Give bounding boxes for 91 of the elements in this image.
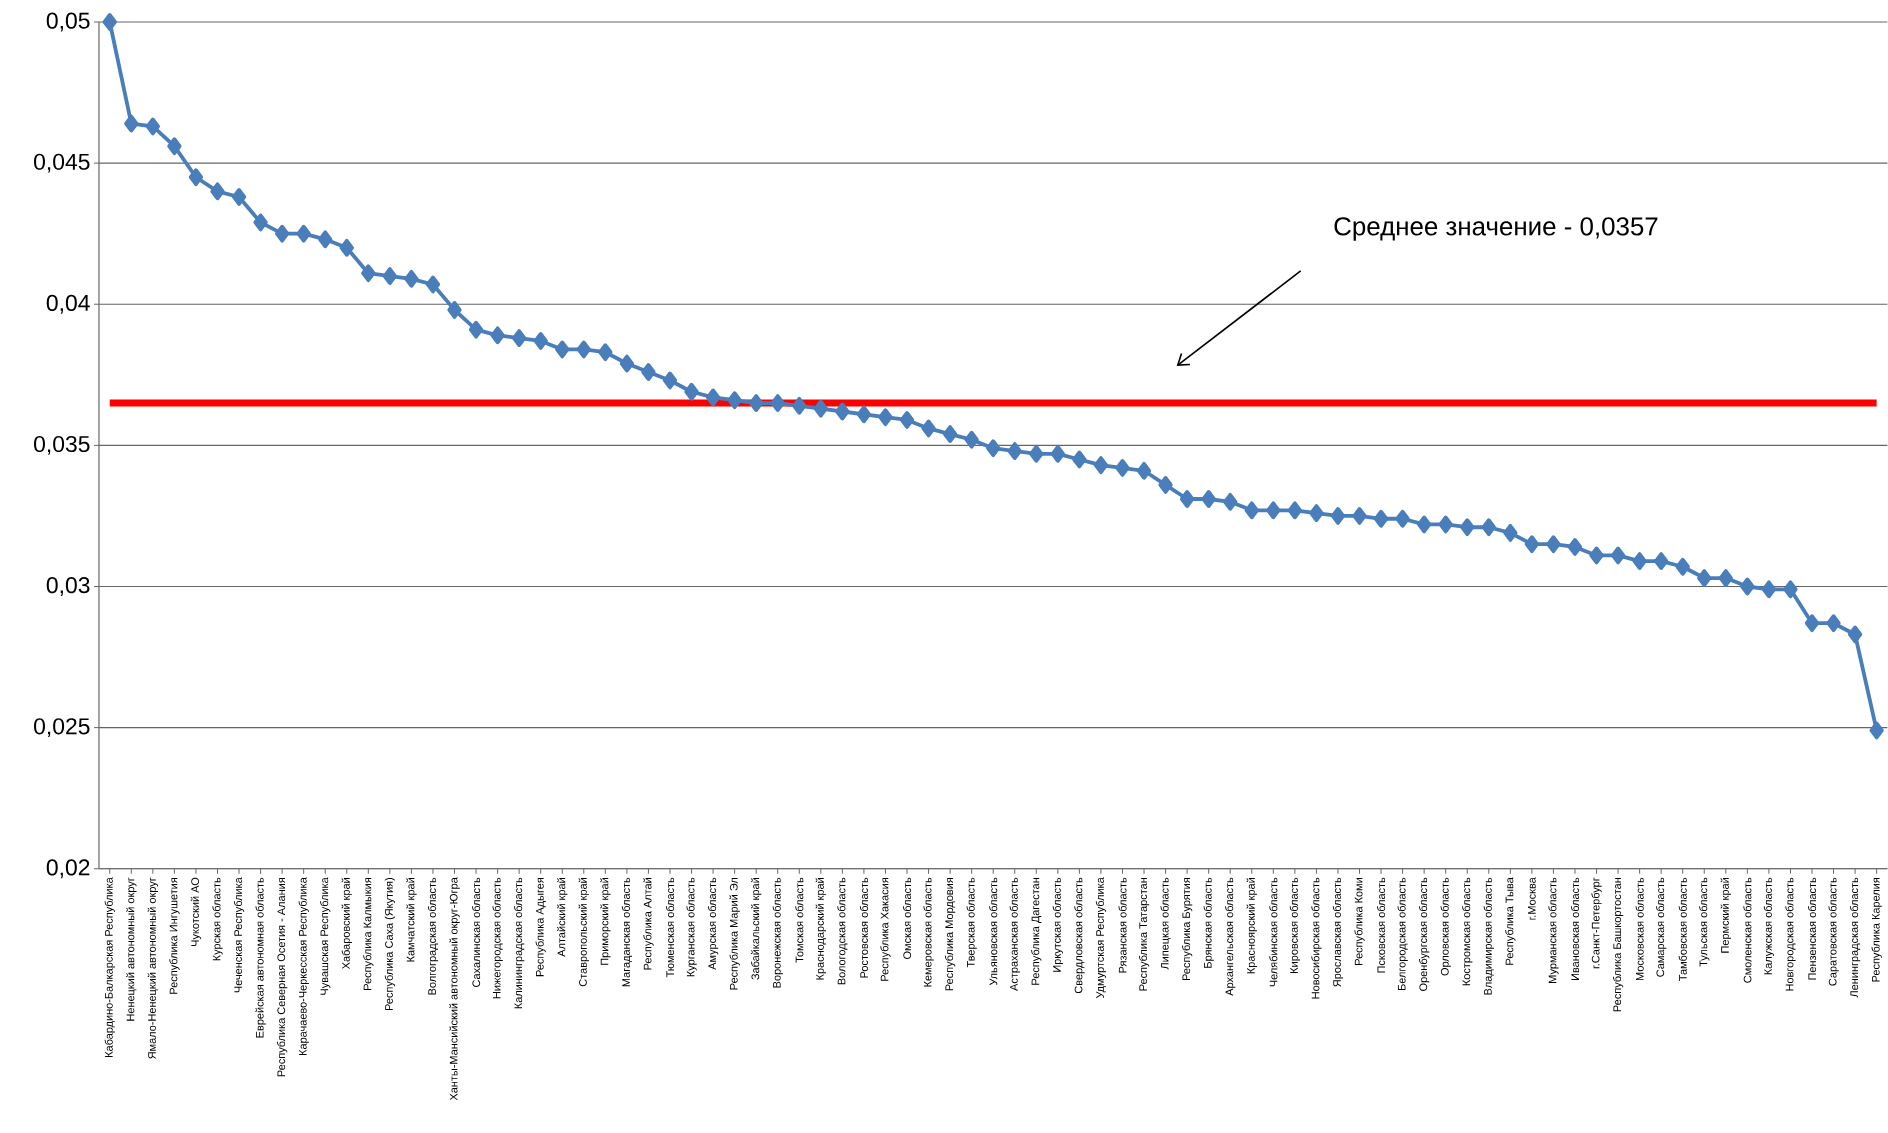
x-tick-label: Омская область: [902, 877, 912, 960]
y-tick-label: 0,025: [34, 718, 90, 738]
x-tick-label: Пензенская область: [1807, 877, 1817, 980]
x-tick-label: Республика Коми: [1354, 878, 1365, 966]
x-tick-label: Республика Алтай: [643, 878, 654, 970]
x-tick-label: Воронежская область: [772, 877, 783, 988]
x-tick-label: Ленинградская область: [1849, 877, 1861, 998]
x-tick-label: Липецкая область: [1160, 877, 1171, 970]
x-tick-label: Чувашская Республика: [320, 877, 331, 995]
y-tick-label: 0,035: [34, 436, 90, 455]
x-tick-label: Чеченская Республика: [233, 877, 245, 993]
x-tick-label: Ненецкий автономный округ: [126, 877, 137, 1021]
x-tick-label: Нижегородская область: [492, 877, 503, 999]
x-tick-label: Самарская область: [1656, 877, 1667, 977]
x-tick-label: Калужская область: [1763, 877, 1775, 975]
x-tick-label: Смоленская область: [1743, 877, 1752, 983]
x-tick-label: Кировская область: [1289, 877, 1301, 974]
y-tick-label: 0,03: [46, 577, 90, 597]
x-tick-label: Красноярский край: [1246, 878, 1257, 974]
x-tick-label: Краснодарский край: [815, 878, 827, 980]
x-tick-label: Псковская область: [1376, 877, 1386, 973]
x-tick-label: Ульяновская область: [989, 877, 998, 986]
x-tick-label: Республика Северная Осетия - Алания: [276, 878, 288, 1077]
y-tick-label: 0,02: [46, 859, 90, 879]
x-tick-label: Республика Бурятия: [1181, 878, 1193, 981]
x-tick-label: Владимирская область: [1483, 877, 1494, 995]
x-tick-label: Чукотский АО: [190, 877, 202, 947]
y-tick-label: 0,04: [46, 294, 90, 314]
x-tick-label: Республика Марий Эл: [729, 878, 740, 990]
x-tick-label: Волгоградская область: [427, 877, 439, 995]
y-tick-label: 0,05: [46, 12, 90, 32]
x-tick-label: Рязанская область: [1118, 877, 1127, 973]
x-tick-label: Курская область: [212, 877, 223, 961]
x-tick-label: Тамбовская область: [1678, 877, 1687, 982]
x-tick-label: Хабаровский край: [341, 878, 352, 970]
x-tick-label: Республика Башкортостан: [1612, 878, 1624, 1012]
x-tick-label: Тюменская область: [665, 877, 675, 978]
x-tick-label: г.Москва: [1528, 877, 1536, 920]
x-tick-label: Республика Мордовия: [944, 878, 956, 991]
x-tick-label: Республика Татарстан: [1138, 878, 1150, 991]
x-tick-label: Ямало-Ненецкий автономный округ: [147, 877, 159, 1059]
x-tick-label: Челябинская область: [1269, 877, 1278, 987]
x-tick-label: Новосибирская область: [1311, 877, 1322, 999]
x-tick-label: Белгородская область: [1397, 877, 1408, 991]
x-tick-label: Удмуртская Республика: [1095, 877, 1107, 999]
x-tick-label: Ивановская область: [1570, 877, 1580, 981]
x-tick-label: Республика Ингушетия: [169, 878, 180, 994]
x-tick-label: Ханты-Мансийский автономный округ-Югра: [449, 877, 460, 1101]
x-tick-label: Ставропольский край: [578, 878, 589, 987]
x-tick-label: Карачаево-Черкесская Республика: [298, 877, 309, 1056]
x-tick-label: Республика Саха (Якутия): [384, 878, 396, 1011]
x-tick-label: Вологодская область: [837, 877, 848, 985]
x-tick-label: г.Санкт-Петербург: [1591, 877, 1602, 969]
x-tick-label: Иркутская область: [1052, 877, 1063, 972]
x-tick-label: Астраханская область: [1009, 877, 1020, 992]
x-tick-label: Амурская область: [707, 877, 719, 970]
x-tick-label: Саратовская область: [1828, 877, 1839, 986]
x-tick-label: Костромская область: [1462, 877, 1473, 986]
x-tick-label: Алтайский край: [557, 878, 568, 957]
x-tick-label: Калининградская область: [514, 877, 525, 1009]
x-tick-label: Кабардино-Балкарская Республика: [104, 877, 115, 1058]
x-tick-label: Ростовская область: [859, 877, 868, 978]
x-tick-label: Республика Адыгея: [535, 878, 546, 977]
x-tick-label: Кемеровская область: [923, 877, 934, 987]
x-tick-label: Еврейская автономная область: [255, 877, 266, 1038]
x-tick-label: Курганская область: [686, 877, 697, 977]
x-tick-label: Свердловская область: [1074, 877, 1085, 994]
x-tick-label: Республика Хакасия: [880, 878, 891, 981]
x-tick-label: Оренбургская область: [1419, 877, 1430, 992]
x-tick-label: Брянская область: [1203, 877, 1214, 968]
x-tick-label: Сахалинская область: [471, 877, 481, 988]
y-tick-label: 0,045: [34, 153, 90, 173]
x-tick-label: Мурманская область: [1548, 877, 1559, 984]
x-tick-label: Московская область: [1635, 877, 1644, 981]
x-tick-label: Ярославская область: [1332, 877, 1344, 987]
x-tick-label: Новгородская область: [1785, 877, 1796, 991]
x-tick-label: Республика Карелия: [1871, 878, 1882, 982]
x-tick-label: Томская область: [795, 877, 804, 963]
x-tick-label: Пермский край: [1720, 878, 1731, 953]
x-tick-label: Приморский край: [600, 878, 611, 965]
x-tick-label: Камчатский край: [406, 878, 417, 962]
annotation: Среднее значение - 0,0357: [1334, 217, 1658, 241]
x-tick-label: Орловская область: [1440, 877, 1451, 976]
x-tick-label: Тверская область: [966, 877, 977, 968]
x-tick-label: Забайкальский край: [750, 878, 762, 980]
x-tick-label: Тульская область: [1699, 877, 1710, 967]
x-tick-label: Магаданская область: [621, 877, 632, 987]
x-tick-label: Архангельская область: [1225, 877, 1236, 996]
x-tick-label: Республика Тыва: [1505, 877, 1516, 965]
x-tick-label: Республика Дагестан: [1031, 878, 1042, 985]
x-tick-label: Республика Калмыкия: [363, 878, 374, 991]
